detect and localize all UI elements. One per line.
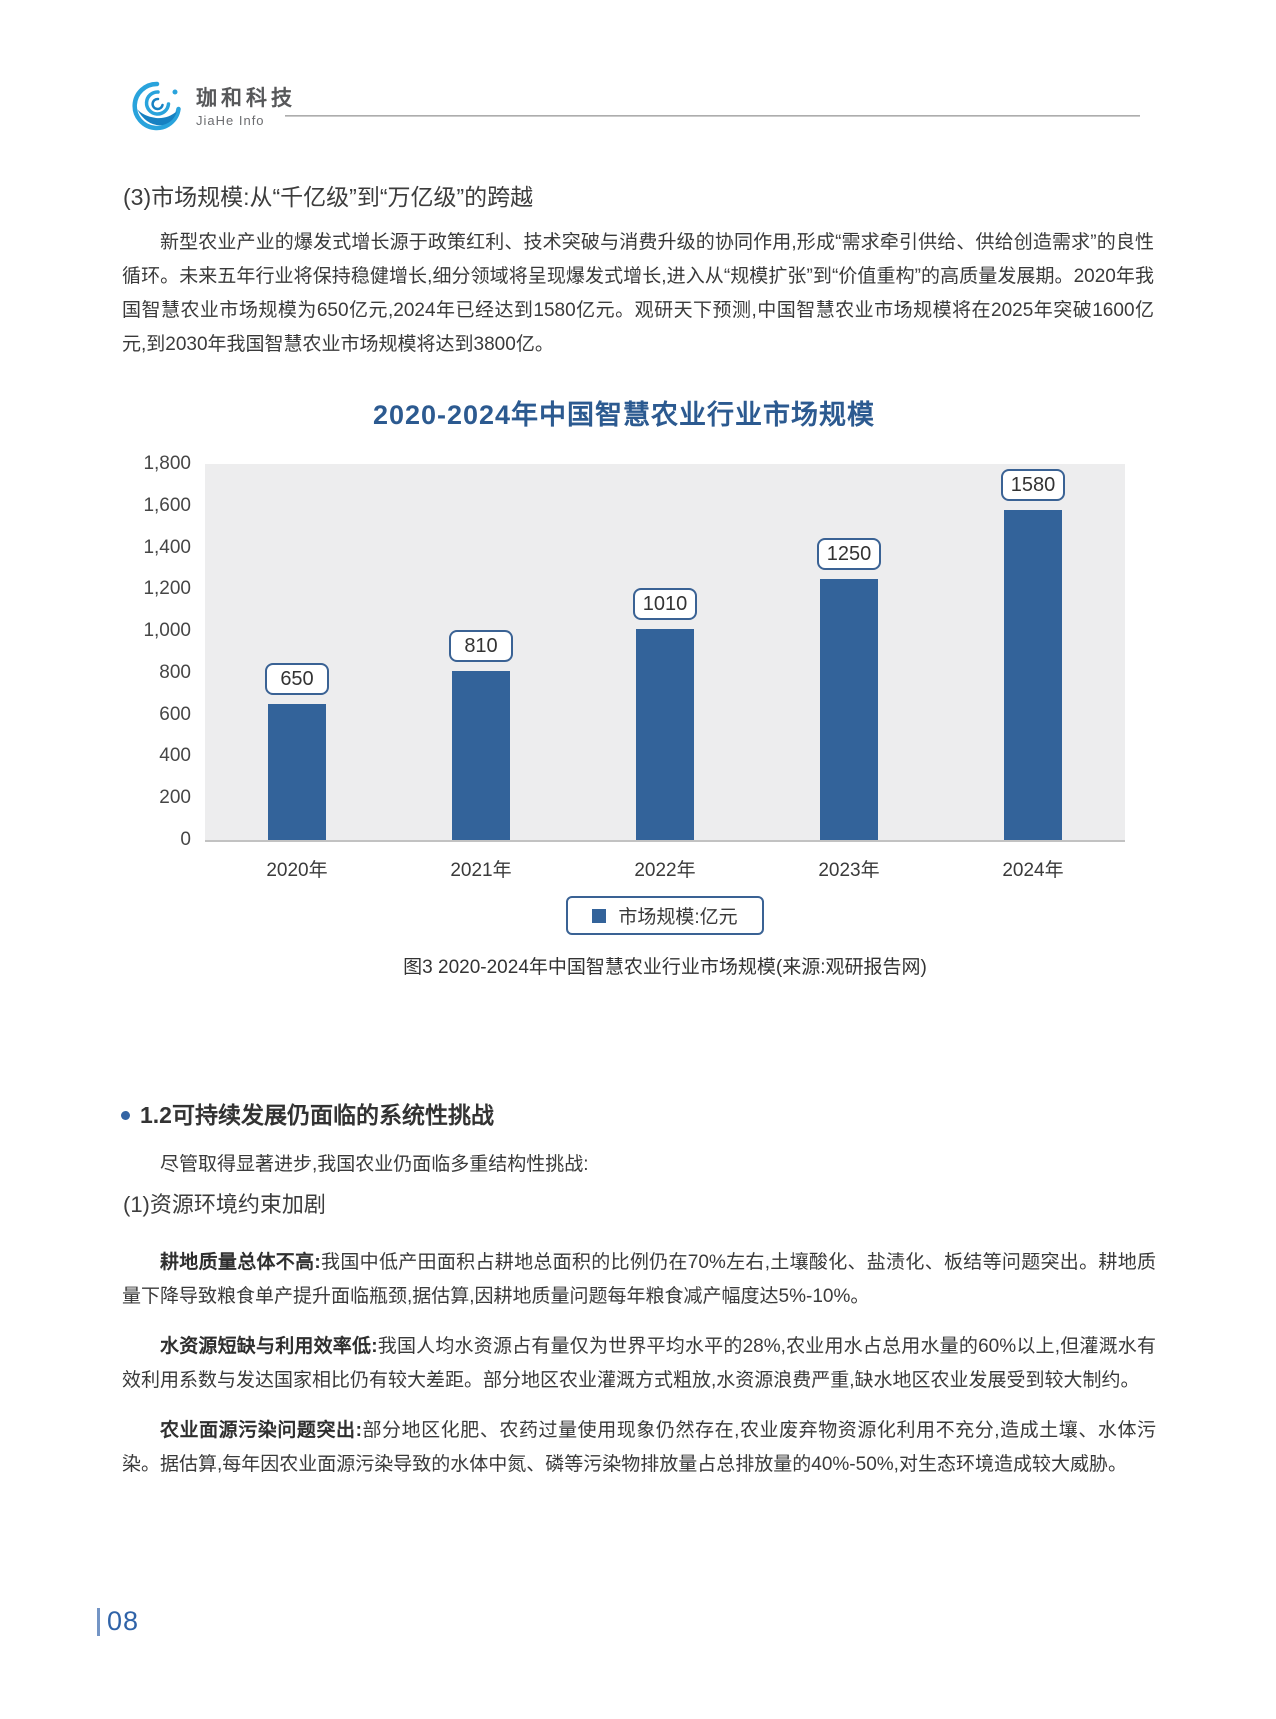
paragraph-text: 我国人均水资源占有量仅为世界平均水平的28%,农业用水占总用水量的60%以上,但… <box>122 1336 1156 1391</box>
x-tick-label: 2020年 <box>266 860 328 881</box>
chart-caption: 图3 2020-2024年中国智慧农业行业市场规模(来源:观研报告网) <box>403 957 927 978</box>
bar-chart: 0 200 400 600 800 1,000 1,200 1,400 1,600 1,800 6… <box>123 453 1125 994</box>
section12-paragraphs: 耕地质量总体不高:我国中低产田面积占耕地总面积的比例仍在70%左右,土壤酸化、盐… <box>122 1246 1156 1498</box>
bar-2024年 <box>1004 510 1062 840</box>
paragraph-text: 我国中低产田面积占耕地总面积的比例仍在70%左右,土壤酸化、盐渍化、板结等问题突… <box>122 1252 1157 1307</box>
section12-intro: 尽管取得显著进步,我国农业仍面临多重结构性挑战: <box>160 1154 589 1175</box>
paragraph-pollution: 农业面源污染问题突出:部分地区化肥、农药过量使用现象仍然存在,农业废弃物资源化利… <box>122 1414 1156 1482</box>
value-label-1580: 1580 <box>1001 469 1065 501</box>
logo-subtitle: JiaHe Info <box>196 113 265 128</box>
x-tick-label: 2023年 <box>818 860 880 881</box>
x-tick-label: 2022年 <box>634 860 696 881</box>
y-tick-label: 200 <box>159 787 191 809</box>
legend-label: 市场规模:亿元 <box>618 907 738 928</box>
y-tick-label: 1,400 <box>143 536 191 558</box>
y-tick-label: 1,000 <box>143 620 191 642</box>
subsection1-heading: (1)资源环境约束加剧 <box>123 1192 326 1217</box>
section3-paragraph: 新型农业产业的爆发式增长源于政策红利、技术突破与消费升级的协同作用,形成“需求牵… <box>122 232 1154 355</box>
paragraph-lead: 水资源短缺与利用效率低: <box>160 1336 378 1357</box>
paragraph-lead: 耕地质量总体不高: <box>160 1252 321 1273</box>
y-tick-label: 0 <box>180 829 191 850</box>
jiahe-logo-icon <box>132 81 181 131</box>
x-tick-label: 2024年 <box>1002 860 1064 881</box>
bullet-dot-icon <box>121 1110 130 1120</box>
y-tick-label: 600 <box>159 703 191 725</box>
value-label-650: 650 <box>265 663 329 695</box>
y-tick-label: 1,800 <box>143 453 191 474</box>
header-logo: 珈和科技 JiaHe Info <box>132 80 296 132</box>
value-label-1010: 1010 <box>633 588 697 620</box>
section12-heading-text: 1.2可持续发展仍面临的系统性挑战 <box>140 1102 494 1128</box>
logo-text: 珈和科技 JiaHe Info <box>196 80 296 129</box>
bar-2021年 <box>452 671 510 840</box>
bar-2023年 <box>820 579 878 840</box>
header-divider <box>285 115 1140 117</box>
paragraph-water-shortage: 水资源短缺与利用效率低:我国人均水资源占有量仅为世界平均水平的28%,农业用水占… <box>122 1330 1156 1398</box>
section12-heading: 1.2可持续发展仍面临的系统性挑战 <box>121 1100 494 1130</box>
bar-2020年 <box>268 704 326 840</box>
y-tick-label: 400 <box>159 745 191 767</box>
page-number-bar-icon <box>97 1607 100 1636</box>
paragraph-land-quality: 耕地质量总体不高:我国中低产田面积占耕地总面积的比例仍在70%左右,土壤酸化、盐… <box>122 1246 1156 1314</box>
chart-y-axis: 0 200 400 600 800 1,000 1,200 1,400 1,600 1,800 <box>123 453 191 850</box>
chart-x-axis: 2020年 2021年 2022年 2023年 2024年 <box>205 855 1125 889</box>
logo-title: 珈和科技 <box>196 87 296 110</box>
section3-heading: (3)市场规模:从“千亿级”到“万亿级”的跨越 <box>123 184 534 210</box>
chart-title: 2020-2024年中国智慧农业行业市场规模 <box>372 400 876 430</box>
x-tick-label: 2021年 <box>450 860 512 881</box>
chart-plot: 650 810 1010 1250 1580 <box>205 464 1125 842</box>
page-number: 08 <box>97 1606 139 1637</box>
paragraph-lead: 农业面源污染问题突出: <box>160 1420 362 1441</box>
page-number-text: 08 <box>107 1606 140 1636</box>
legend-swatch-icon <box>592 908 607 923</box>
value-label-1250: 1250 <box>817 538 881 570</box>
y-tick-label: 1,200 <box>143 578 191 600</box>
value-label-810: 810 <box>449 630 513 662</box>
y-tick-label: 1,600 <box>143 494 191 516</box>
bar-2022年 <box>636 629 694 840</box>
y-tick-label: 800 <box>159 661 191 683</box>
chart-legend: 市场规模:亿元 <box>566 896 764 935</box>
chart-legend-row: 市场规模:亿元 <box>205 896 1125 935</box>
paragraph-text: 部分地区化肥、农药过量使用现象仍然存在,农业废弃物资源化利用不充分,造成土壤、水… <box>122 1420 1157 1475</box>
